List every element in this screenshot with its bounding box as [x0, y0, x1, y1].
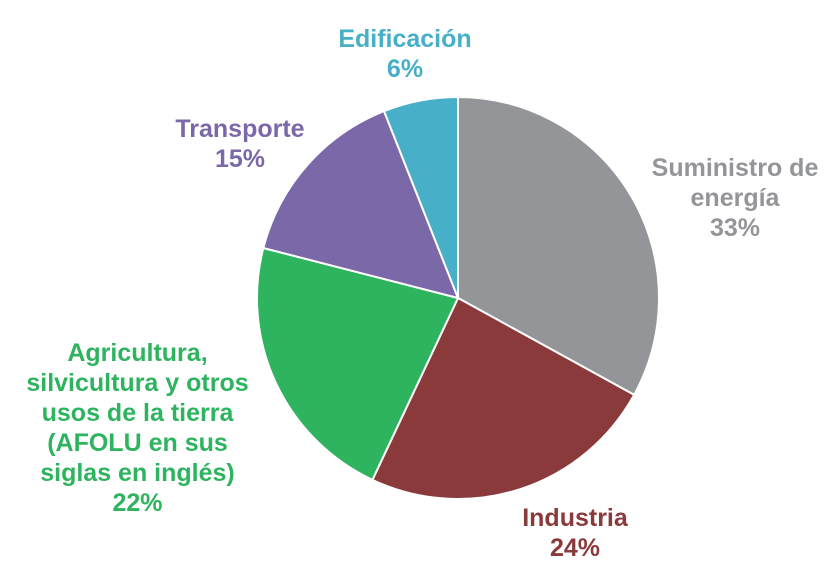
pie-slice-2: [256, 246, 460, 482]
label-transporte: Transporte 15%: [150, 114, 330, 174]
pie-slice-1: [371, 296, 636, 500]
label-line: (AFOLU en sus: [47, 429, 228, 457]
pie-slice-0: [457, 95, 660, 397]
label-line: Suministro de: [651, 154, 819, 182]
label-line: energía: [690, 184, 780, 212]
value-label: 24%: [549, 534, 601, 562]
value-label: 33%: [709, 214, 761, 242]
pie-slice-4: [382, 95, 459, 299]
label-suministro-de-energia: Suministro de energía 33%: [640, 153, 830, 243]
label-line: Industria: [522, 504, 628, 532]
label-line: Agricultura,: [67, 339, 208, 367]
value-label: 15%: [214, 145, 266, 173]
label-line: silvicultura y otros: [26, 369, 249, 397]
label-line: Transporte: [175, 115, 305, 143]
label-line: Edificación: [338, 25, 472, 53]
label-line: siglas en inglés): [40, 459, 235, 487]
label-industria: Industria 24%: [500, 503, 650, 563]
label-afolu: Agricultura, silvicultura y otros usos d…: [5, 338, 270, 518]
label-edificacion: Edificación 6%: [315, 24, 495, 84]
pie-slice-3: [262, 109, 460, 300]
value-label: 6%: [386, 55, 424, 83]
value-label: 22%: [112, 489, 163, 517]
label-line: usos de la tierra: [41, 399, 234, 427]
